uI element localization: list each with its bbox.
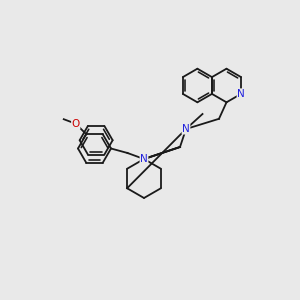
Text: O: O — [72, 119, 80, 129]
Text: N: N — [182, 124, 190, 134]
Text: N: N — [237, 89, 245, 99]
Text: N: N — [140, 154, 148, 164]
